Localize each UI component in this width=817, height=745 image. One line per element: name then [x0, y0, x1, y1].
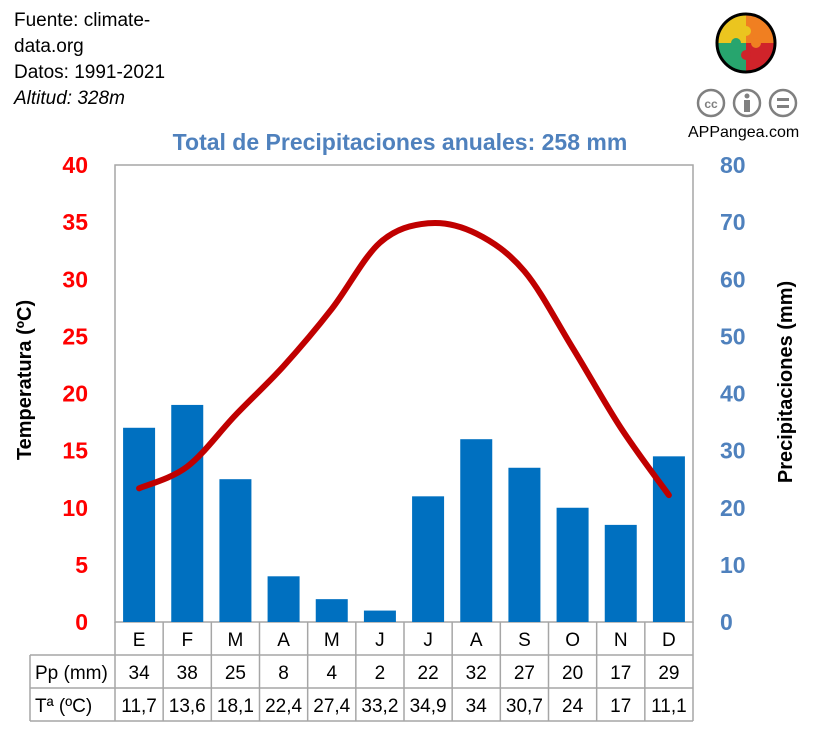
temp-value: 11,1 [651, 696, 687, 717]
right-tick-label: 80 [720, 152, 746, 178]
precip-bar-1 [171, 404, 204, 622]
temp-value: 17 [610, 696, 631, 717]
temp-value: 27,4 [313, 696, 350, 717]
pp-value: 25 [225, 663, 246, 684]
month-label: F [181, 630, 193, 651]
temperature-line [136, 219, 672, 499]
month-label: M [324, 630, 340, 651]
month-label: A [277, 630, 290, 651]
precip-bar-5 [363, 610, 396, 622]
month-label: J [375, 630, 385, 651]
chart-title: Total de Precipitaciones anuales: 258 mm [173, 129, 628, 155]
month-label: O [565, 630, 580, 651]
temp-value: 34,9 [410, 696, 447, 717]
pp-row-label: Pp (mm) [35, 663, 108, 684]
month-label: J [423, 630, 433, 651]
precip-bar-10 [604, 524, 637, 622]
month-label: N [614, 630, 628, 651]
left-tick-label: 10 [62, 495, 88, 521]
altitude: Altitud: 328m [14, 86, 214, 112]
right-tick-label: 50 [720, 323, 746, 349]
precip-bar-7 [460, 439, 493, 622]
temp-value: 33,2 [361, 696, 398, 717]
right-tick-label: 40 [720, 381, 746, 407]
left-tick-label: 30 [62, 266, 88, 292]
pp-value: 27 [514, 663, 535, 684]
right-tick-label: 20 [720, 495, 746, 521]
pp-value: 20 [562, 663, 583, 684]
pp-value: 22 [418, 663, 439, 684]
temp-value: 30,7 [506, 696, 543, 717]
precip-bar-6 [412, 496, 445, 622]
right-tick-label: 0 [720, 609, 733, 635]
left-tick-label: 40 [62, 152, 88, 178]
brand-name: APPangea.com [688, 124, 800, 141]
left-tick-label: 0 [75, 609, 88, 635]
source-text: Fuente: climate-data.org [14, 10, 151, 57]
temp-value: 11,7 [121, 696, 157, 717]
temp-value: 13,6 [169, 696, 206, 717]
left-tick-label: 25 [62, 323, 88, 349]
right-tick-label: 60 [720, 266, 746, 292]
right-tick-label: 70 [720, 209, 746, 235]
precip-bar-4 [315, 599, 348, 622]
left-tick-label: 20 [62, 381, 88, 407]
pp-value: 32 [466, 663, 487, 684]
left-axis-label: Temperatura (ºC) [14, 300, 36, 460]
temp-value: 22,4 [265, 696, 302, 717]
precip-bar-9 [556, 507, 589, 622]
pp-value: 17 [610, 663, 631, 684]
temp-value: 34 [466, 696, 488, 717]
temp-value: 18,1 [217, 696, 254, 717]
right-tick-label: 30 [720, 438, 746, 464]
source-info: Fuente: climate-data.org Datos: 1991-202… [14, 8, 214, 112]
month-label: S [518, 630, 531, 651]
temp-row-label: Tª (ºC) [35, 696, 92, 717]
month-label: E [133, 630, 146, 651]
pp-value: 4 [326, 663, 337, 684]
pp-value: 2 [375, 663, 386, 684]
precip-bar-3 [267, 576, 300, 622]
right-axis-label: Precipitaciones (mm) [775, 281, 797, 483]
pp-value: 38 [177, 663, 198, 684]
data-years: Datos: 1991-2021 [14, 62, 166, 83]
pp-value: 8 [278, 663, 289, 684]
left-tick-label: 15 [62, 438, 88, 464]
right-tick-label: 10 [720, 552, 746, 578]
pp-value: 29 [658, 663, 679, 684]
month-label: D [662, 630, 676, 651]
pp-value: 34 [129, 663, 151, 684]
altitude-text: Altitud: 328m [14, 88, 125, 109]
temp-value: 24 [562, 696, 584, 717]
left-tick-label: 5 [75, 552, 88, 578]
month-label: A [470, 630, 483, 651]
month-label: M [228, 630, 244, 651]
left-tick-label: 35 [62, 209, 88, 235]
precip-bar-0 [123, 427, 156, 622]
precip-bar-8 [508, 467, 541, 622]
precip-bar-2 [219, 479, 252, 622]
